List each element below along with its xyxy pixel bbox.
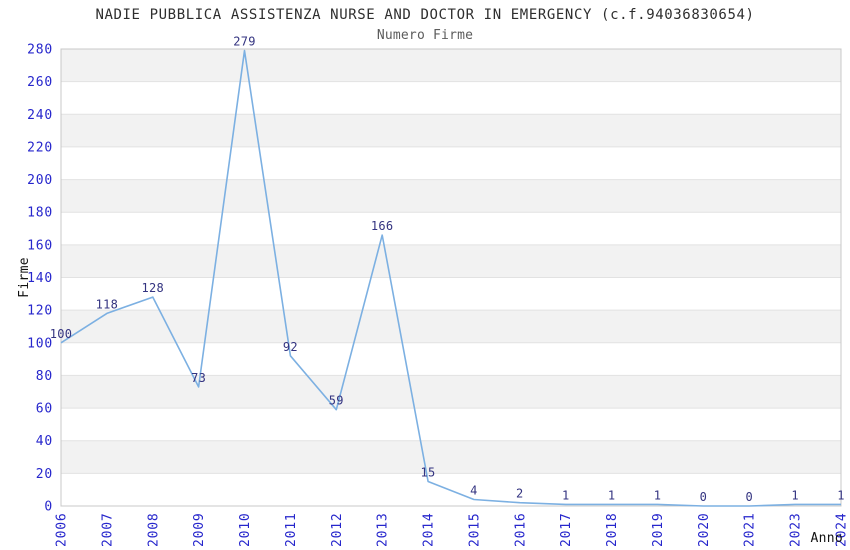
x-tick-label: 2008 [146, 512, 161, 547]
plot-band [61, 310, 841, 343]
plot-band [61, 179, 841, 213]
y-tick-label: 240 [27, 108, 53, 123]
data-point-label: 279 [233, 35, 256, 49]
firme-series-line [60, 49, 841, 507]
y-tick-label: 120 [27, 304, 53, 319]
plot-band [61, 342, 841, 376]
y-tick-label: 160 [27, 238, 53, 253]
y-tick-label: 180 [27, 206, 53, 221]
data-point-label: 128 [141, 281, 164, 295]
y-axis-name: Firme [17, 257, 32, 298]
plot-band [61, 114, 841, 147]
plot-band [61, 375, 841, 409]
y-tick-label: 20 [36, 467, 53, 482]
data-point-label: 15 [421, 466, 436, 480]
data-point-label: 118 [96, 297, 119, 311]
y-tick-label: 0 [44, 500, 53, 515]
chart-title: NADIE PUBBLICA ASSISTENZA NURSE AND DOCT… [95, 7, 755, 23]
y-tick-label: 220 [27, 140, 53, 155]
y-tick-label: 200 [27, 173, 53, 188]
y-tick-label: 80 [36, 369, 53, 384]
x-tick-label: 2007 [100, 512, 115, 547]
plot-band [61, 49, 841, 82]
y-tick-label: 40 [36, 434, 53, 449]
y-tick-label: 140 [27, 271, 53, 286]
data-point-label: 59 [329, 394, 344, 408]
data-point-label: 4 [470, 483, 478, 497]
plot-band [61, 212, 841, 245]
x-tick-label: 2024 [835, 512, 850, 547]
chart-subtitle: Numero Firme [376, 28, 474, 43]
y-tick-label: 260 [27, 75, 53, 90]
x-tick-label: 2016 [513, 512, 528, 547]
y-tick-label: 280 [27, 43, 53, 58]
x-tick-label: 2023 [789, 512, 804, 547]
data-point-label: 73 [191, 371, 206, 385]
data-point-label: 2 [516, 487, 524, 501]
plot-band [61, 408, 841, 441]
plot-border [60, 48, 842, 507]
x-tick-label: 2015 [467, 512, 482, 547]
x-tick-label: 2021 [743, 512, 758, 547]
x-tick-label: 2014 [422, 512, 437, 547]
plot-band [61, 244, 841, 278]
data-point-label: 1 [654, 488, 662, 502]
data-point-label: 0 [745, 490, 753, 504]
plot-band [61, 81, 841, 115]
data-point-label: 1 [608, 488, 616, 502]
data-point-label: 166 [371, 219, 394, 233]
data-point-label: 1 [791, 488, 799, 502]
x-tick-label: 2013 [376, 512, 391, 547]
data-point-label: 0 [700, 490, 708, 504]
y-tick-label: 60 [36, 402, 53, 417]
x-tick-label: 2011 [284, 512, 299, 547]
x-tick-label: 2019 [651, 512, 666, 547]
plot-band [61, 440, 841, 474]
x-tick-label: 2020 [697, 512, 712, 547]
data-point-label: 1 [837, 488, 845, 502]
plot-band [61, 277, 841, 311]
x-tick-label: 2009 [192, 512, 207, 547]
x-tick-label: 2018 [605, 512, 620, 547]
data-point-label: 92 [283, 340, 298, 354]
plot-band [61, 146, 841, 180]
x-tick-label: 2012 [330, 512, 345, 547]
x-axis-name: Anno [810, 531, 843, 546]
x-tick-label: 2006 [55, 512, 70, 547]
data-point-label: 100 [50, 327, 73, 341]
x-tick-label: 2017 [559, 512, 574, 547]
y-tick-label: 100 [27, 336, 53, 351]
data-point-label: 1 [562, 488, 570, 502]
x-tick-label: 2010 [238, 512, 253, 547]
